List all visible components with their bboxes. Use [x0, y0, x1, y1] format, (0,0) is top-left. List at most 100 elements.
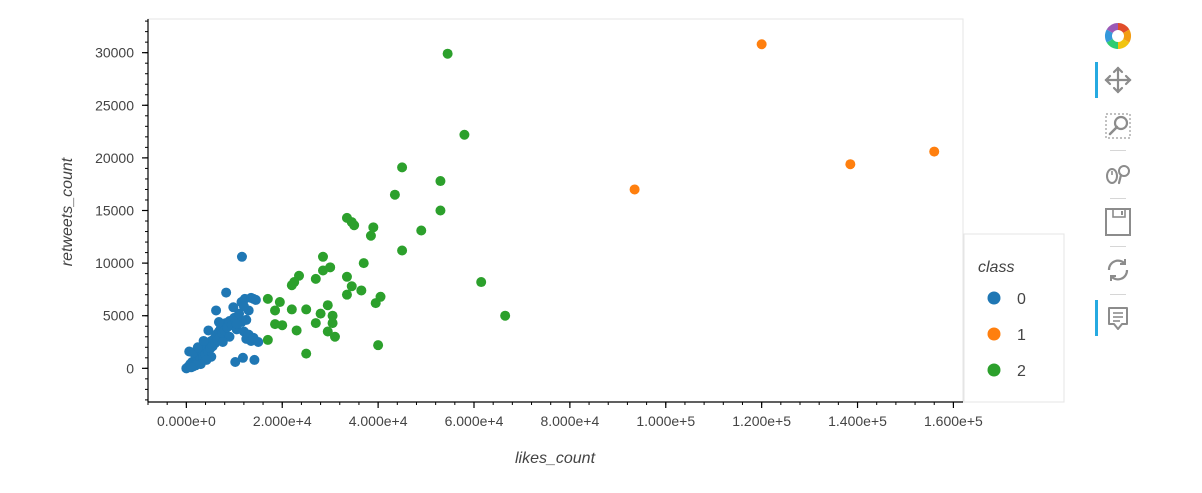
data-point[interactable]	[286, 280, 297, 291]
y-tick-label: 10000	[95, 255, 134, 271]
data-point[interactable]	[373, 340, 384, 351]
data-point[interactable]	[237, 352, 248, 363]
y-tick-label: 15000	[95, 203, 134, 219]
data-point[interactable]	[317, 265, 328, 276]
reset-tool-icon[interactable]	[1092, 252, 1144, 288]
data-point[interactable]	[327, 318, 338, 329]
data-point[interactable]	[211, 305, 222, 316]
data-point[interactable]	[310, 273, 321, 284]
data-point[interactable]	[301, 304, 312, 315]
data-point[interactable]	[301, 348, 312, 359]
data-point[interactable]	[349, 220, 360, 231]
data-point[interactable]	[249, 354, 260, 365]
data-point[interactable]	[262, 293, 273, 304]
data-point[interactable]	[203, 325, 214, 336]
data-point[interactable]	[221, 287, 232, 298]
x-tick-label: 0.000e+0	[157, 413, 216, 429]
data-point[interactable]	[270, 319, 281, 330]
data-point[interactable]	[341, 289, 352, 300]
data-point[interactable]	[234, 308, 245, 319]
data-point[interactable]	[435, 205, 446, 216]
pan-tool-icon[interactable]	[1092, 62, 1144, 98]
data-point[interactable]	[317, 251, 328, 262]
data-point[interactable]	[236, 251, 247, 262]
data-point[interactable]	[310, 318, 321, 329]
data-point[interactable]	[217, 337, 228, 348]
toolbar-separator	[1110, 150, 1126, 151]
data-point[interactable]	[322, 326, 333, 337]
data-point[interactable]	[358, 258, 369, 269]
data-point[interactable]	[230, 357, 241, 368]
data-point[interactable]	[231, 319, 242, 330]
data-point[interactable]	[389, 189, 400, 200]
legend-swatch	[987, 363, 1001, 377]
x-tick-label: 1.200e+5	[732, 413, 791, 429]
data-point[interactable]	[192, 342, 203, 353]
scatter-marks[interactable]	[181, 39, 940, 374]
data-point[interactable]	[224, 331, 235, 342]
data-point[interactable]	[213, 317, 224, 328]
data-point[interactable]	[397, 245, 408, 256]
data-point[interactable]	[416, 225, 427, 236]
data-point[interactable]	[327, 310, 338, 321]
data-point[interactable]	[238, 301, 249, 312]
data-point[interactable]	[929, 146, 940, 157]
data-point[interactable]	[228, 302, 239, 313]
hover-tool-icon[interactable]	[1092, 300, 1144, 336]
data-point[interactable]	[341, 271, 352, 282]
data-point[interactable]	[476, 277, 487, 288]
data-point[interactable]	[397, 162, 408, 173]
data-point[interactable]	[365, 230, 376, 241]
x-tick-label: 1.000e+5	[636, 413, 695, 429]
data-point[interactable]	[356, 285, 367, 296]
data-point[interactable]	[442, 48, 453, 59]
legend-title: class	[978, 259, 1014, 276]
data-point[interactable]	[241, 314, 252, 325]
data-point[interactable]	[500, 310, 511, 321]
y-tick-label: 30000	[95, 45, 134, 61]
data-point[interactable]	[845, 159, 856, 170]
y-tick-label: 5000	[103, 308, 134, 324]
y-tick-label: 0	[126, 360, 134, 376]
legend-label: 1	[1017, 327, 1026, 344]
data-point[interactable]	[322, 300, 333, 311]
series-0	[181, 251, 264, 374]
bokeh-logo-icon[interactable]	[1092, 16, 1144, 52]
legend-swatch	[987, 327, 1001, 341]
data-point[interactable]	[186, 362, 197, 373]
data-point[interactable]	[198, 335, 209, 346]
plot-frame	[147, 18, 964, 403]
data-point[interactable]	[291, 325, 302, 336]
data-point[interactable]	[629, 184, 640, 195]
data-point[interactable]	[270, 305, 281, 316]
box-zoom-tool-icon[interactable]	[1092, 108, 1144, 144]
toolbar-separator	[1110, 198, 1126, 199]
toolbar-separator	[1110, 294, 1126, 295]
save-tool-icon[interactable]	[1092, 204, 1144, 240]
data-point[interactable]	[329, 331, 340, 342]
y-tick-label: 25000	[95, 97, 134, 113]
data-point[interactable]	[315, 308, 326, 319]
data-point[interactable]	[253, 337, 264, 348]
x-tick-label: 8.000e+4	[540, 413, 599, 429]
data-point[interactable]	[756, 39, 767, 50]
data-point[interactable]	[346, 281, 357, 292]
data-point[interactable]	[459, 129, 470, 140]
wheel-zoom-tool-icon[interactable]	[1092, 156, 1144, 192]
data-point[interactable]	[274, 297, 285, 308]
y-axis-label: retweets_count	[59, 157, 76, 266]
legend-label: 2	[1017, 363, 1026, 380]
legend-label: 0	[1017, 291, 1026, 308]
x-tick-label: 4.000e+4	[349, 413, 408, 429]
data-point[interactable]	[286, 304, 297, 315]
legend: class 0 1 2	[963, 233, 1065, 403]
data-point[interactable]	[250, 294, 261, 305]
data-point[interactable]	[370, 298, 381, 309]
data-point[interactable]	[435, 176, 446, 187]
x-axis-label: likes_count	[515, 450, 596, 467]
series-2	[262, 48, 511, 359]
data-point[interactable]	[368, 222, 379, 233]
data-point[interactable]	[262, 334, 273, 345]
